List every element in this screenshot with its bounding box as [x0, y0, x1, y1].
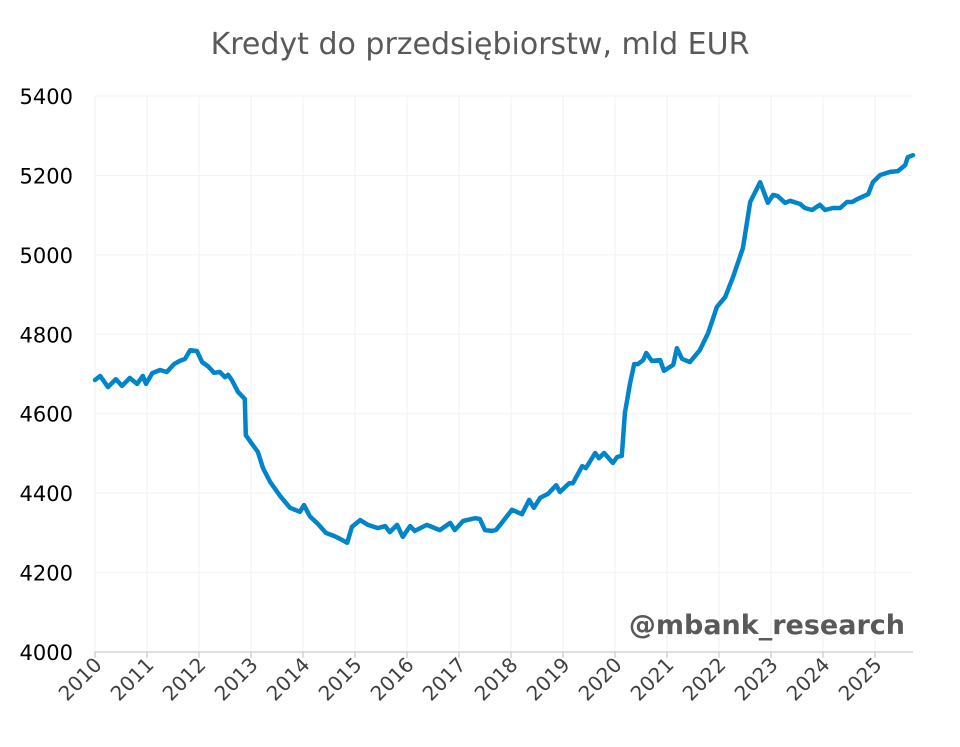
x-tick-label: 2011 [106, 653, 159, 706]
x-tick-label: 2022 [678, 653, 731, 706]
y-axis: 4000 4200 4400 4600 4800 5000 5200 5400 [20, 85, 73, 665]
grid [94, 95, 913, 653]
x-tick-label: 2024 [782, 653, 835, 706]
x-tick-label: 2023 [730, 653, 783, 706]
y-tick-label: 4200 [20, 562, 73, 586]
y-tick-label: 4800 [20, 323, 73, 347]
y-tick-label: 5400 [20, 85, 73, 109]
y-tick-label: 4400 [20, 482, 73, 506]
x-axis: 2010 2011 2012 2013 2014 2015 2016 2017 2018 2019… [54, 651, 913, 706]
chart-title: Kredyt do przedsiębiorstw, mld EUR [211, 27, 750, 62]
series-group [92, 152, 916, 546]
x-tick-label: 2019 [522, 653, 575, 706]
x-tick-label: 2013 [210, 653, 263, 706]
x-tick-label: 2020 [574, 653, 627, 706]
y-tick-label: 5000 [20, 244, 73, 268]
y-tick-label: 5200 [20, 164, 73, 188]
watermark: @mbank_research [629, 610, 905, 641]
y-tick-label: 4000 [20, 641, 73, 665]
x-tick-label: 2025 [834, 653, 887, 706]
x-tick-label: 2018 [470, 653, 523, 706]
x-tick-label: 2016 [366, 653, 419, 706]
series-line [92, 152, 916, 546]
x-tick-label: 2012 [158, 653, 211, 706]
x-tick-label: 2015 [314, 653, 367, 706]
x-tick-label: 2021 [626, 653, 679, 706]
y-tick-label: 4600 [20, 403, 73, 427]
x-tick-label: 2017 [418, 653, 471, 706]
x-tick-label: 2014 [262, 653, 315, 706]
